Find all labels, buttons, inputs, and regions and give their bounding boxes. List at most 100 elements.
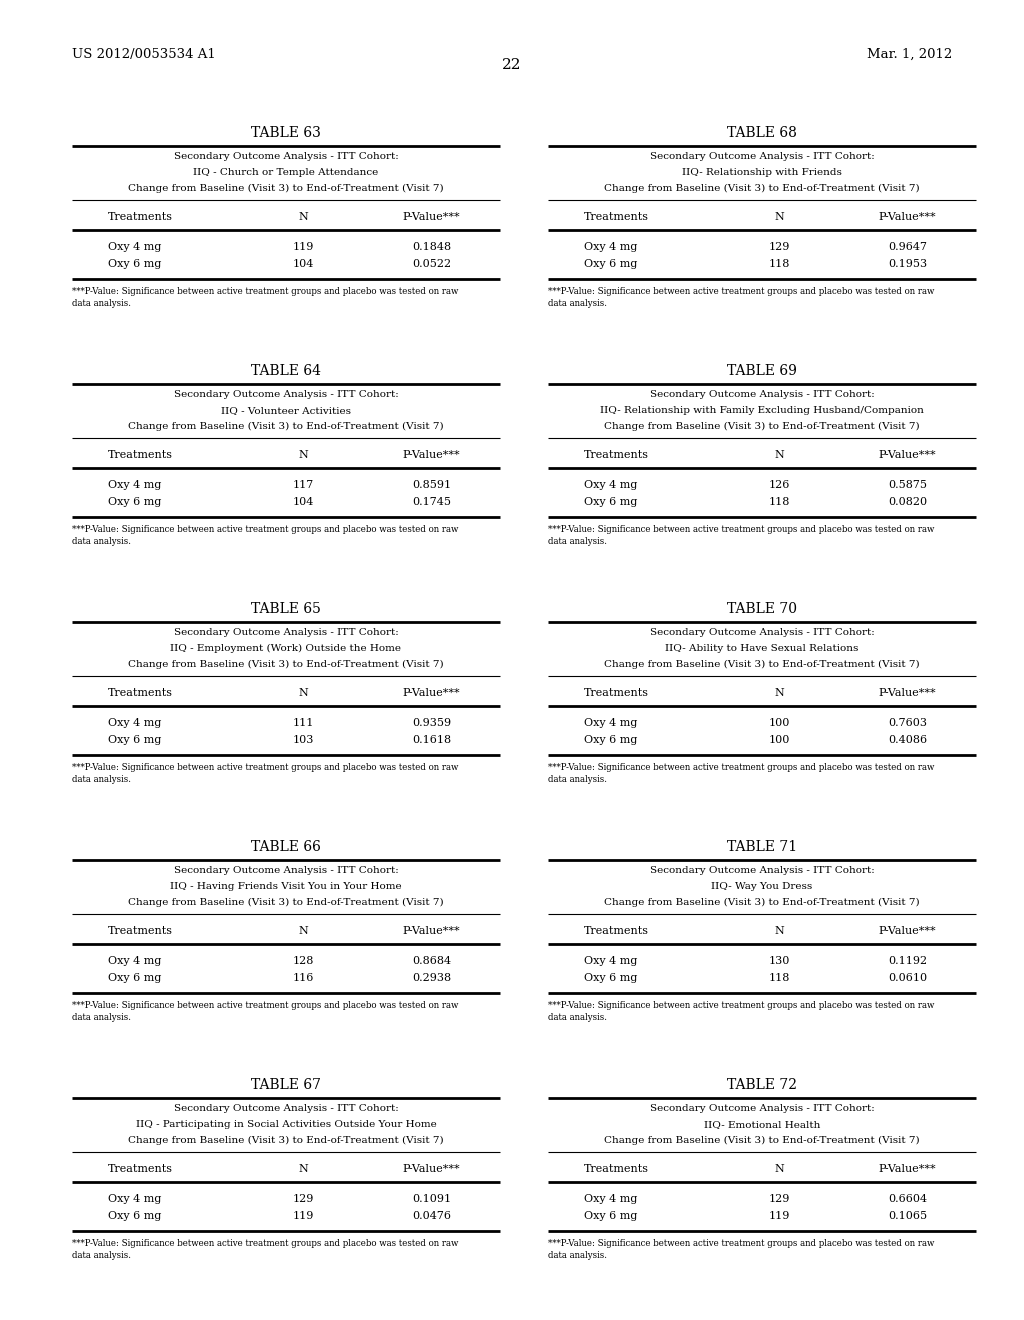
Text: 118: 118 — [768, 259, 790, 269]
Text: 129: 129 — [768, 242, 790, 252]
Text: 0.9359: 0.9359 — [412, 718, 452, 729]
Text: Oxy 4 mg: Oxy 4 mg — [584, 956, 637, 966]
Text: 0.1192: 0.1192 — [888, 956, 927, 966]
Text: data analysis.: data analysis. — [72, 537, 131, 546]
Text: Oxy 6 mg: Oxy 6 mg — [584, 735, 637, 744]
Text: 119: 119 — [768, 1210, 790, 1221]
Text: 104: 104 — [293, 498, 313, 507]
Text: TABLE 71: TABLE 71 — [727, 840, 797, 854]
Text: 103: 103 — [293, 735, 313, 744]
Text: N: N — [298, 927, 308, 936]
Text: 0.1848: 0.1848 — [412, 242, 452, 252]
Text: IIQ - Having Friends Visit You in Your Home: IIQ - Having Friends Visit You in Your H… — [170, 882, 401, 891]
Text: Oxy 6 mg: Oxy 6 mg — [108, 735, 162, 744]
Text: TABLE 69: TABLE 69 — [727, 364, 797, 378]
Text: 0.8684: 0.8684 — [412, 956, 452, 966]
Text: Change from Baseline (Visit 3) to End-of-Treatment (Visit 7): Change from Baseline (Visit 3) to End-of… — [604, 1137, 920, 1146]
Text: P-Value***: P-Value*** — [879, 1164, 936, 1173]
Text: 100: 100 — [768, 718, 790, 729]
Text: Oxy 4 mg: Oxy 4 mg — [584, 718, 637, 729]
Text: data analysis.: data analysis. — [72, 775, 131, 784]
Text: Oxy 6 mg: Oxy 6 mg — [584, 259, 637, 269]
Text: IIQ- Ability to Have Sexual Relations: IIQ- Ability to Have Sexual Relations — [666, 644, 859, 653]
Text: Change from Baseline (Visit 3) to End-of-Treatment (Visit 7): Change from Baseline (Visit 3) to End-of… — [128, 422, 443, 432]
Text: Treatments: Treatments — [108, 450, 173, 459]
Text: 0.0476: 0.0476 — [412, 1210, 451, 1221]
Text: P-Value***: P-Value*** — [402, 688, 461, 698]
Text: TABLE 63: TABLE 63 — [251, 125, 321, 140]
Text: 0.1091: 0.1091 — [412, 1195, 452, 1204]
Text: 0.2938: 0.2938 — [412, 973, 452, 983]
Text: 0.6604: 0.6604 — [888, 1195, 927, 1204]
Text: ***P-Value: Significance between active treatment groups and placebo was tested : ***P-Value: Significance between active … — [72, 763, 459, 772]
Text: P-Value***: P-Value*** — [879, 927, 936, 936]
Text: Oxy 4 mg: Oxy 4 mg — [108, 1195, 162, 1204]
Text: Oxy 6 mg: Oxy 6 mg — [584, 1210, 637, 1221]
Text: 129: 129 — [768, 1195, 790, 1204]
Text: 0.5875: 0.5875 — [888, 480, 927, 490]
Text: Secondary Outcome Analysis - ITT Cohort:: Secondary Outcome Analysis - ITT Cohort: — [649, 389, 874, 399]
Text: ***P-Value: Significance between active treatment groups and placebo was tested : ***P-Value: Significance between active … — [548, 1239, 934, 1247]
Text: ***P-Value: Significance between active treatment groups and placebo was tested : ***P-Value: Significance between active … — [548, 525, 934, 535]
Text: TABLE 68: TABLE 68 — [727, 125, 797, 140]
Text: ***P-Value: Significance between active treatment groups and placebo was tested : ***P-Value: Significance between active … — [72, 525, 459, 535]
Text: Change from Baseline (Visit 3) to End-of-Treatment (Visit 7): Change from Baseline (Visit 3) to End-of… — [604, 660, 920, 669]
Text: Treatments: Treatments — [584, 1164, 649, 1173]
Text: TABLE 65: TABLE 65 — [251, 602, 321, 616]
Text: TABLE 64: TABLE 64 — [251, 364, 321, 378]
Text: Oxy 6 mg: Oxy 6 mg — [584, 973, 637, 983]
Text: Treatments: Treatments — [584, 213, 649, 222]
Text: 0.0820: 0.0820 — [888, 498, 927, 507]
Text: P-Value***: P-Value*** — [879, 213, 936, 222]
Text: 0.1745: 0.1745 — [412, 498, 451, 507]
Text: 0.1065: 0.1065 — [888, 1210, 927, 1221]
Text: 130: 130 — [768, 956, 790, 966]
Text: 119: 119 — [293, 1210, 313, 1221]
Text: 118: 118 — [768, 498, 790, 507]
Text: IIQ- Relationship with Family Excluding Husband/Companion: IIQ- Relationship with Family Excluding … — [600, 407, 924, 414]
Text: 0.0522: 0.0522 — [412, 259, 452, 269]
Text: Change from Baseline (Visit 3) to End-of-Treatment (Visit 7): Change from Baseline (Visit 3) to End-of… — [128, 183, 443, 193]
Text: TABLE 72: TABLE 72 — [727, 1078, 797, 1092]
Text: Treatments: Treatments — [108, 927, 173, 936]
Text: ***P-Value: Significance between active treatment groups and placebo was tested : ***P-Value: Significance between active … — [72, 286, 459, 296]
Text: Oxy 6 mg: Oxy 6 mg — [108, 259, 162, 269]
Text: IIQ- Emotional Health: IIQ- Emotional Health — [703, 1119, 820, 1129]
Text: P-Value***: P-Value*** — [402, 450, 461, 459]
Text: N: N — [774, 688, 784, 698]
Text: TABLE 70: TABLE 70 — [727, 602, 797, 616]
Text: P-Value***: P-Value*** — [402, 213, 461, 222]
Text: Oxy 4 mg: Oxy 4 mg — [108, 956, 162, 966]
Text: Treatments: Treatments — [108, 688, 173, 698]
Text: data analysis.: data analysis. — [72, 1012, 131, 1022]
Text: Change from Baseline (Visit 3) to End-of-Treatment (Visit 7): Change from Baseline (Visit 3) to End-of… — [604, 898, 920, 907]
Text: data analysis.: data analysis. — [548, 1012, 607, 1022]
Text: 0.8591: 0.8591 — [412, 480, 452, 490]
Text: Secondary Outcome Analysis - ITT Cohort:: Secondary Outcome Analysis - ITT Cohort: — [174, 628, 398, 638]
Text: Treatments: Treatments — [108, 1164, 173, 1173]
Text: 126: 126 — [768, 480, 790, 490]
Text: Treatments: Treatments — [584, 688, 649, 698]
Text: Change from Baseline (Visit 3) to End-of-Treatment (Visit 7): Change from Baseline (Visit 3) to End-of… — [128, 1137, 443, 1146]
Text: IIQ- Way You Dress: IIQ- Way You Dress — [712, 882, 813, 891]
Text: N: N — [774, 450, 784, 459]
Text: IIQ- Relationship with Friends: IIQ- Relationship with Friends — [682, 168, 842, 177]
Text: N: N — [774, 927, 784, 936]
Text: 118: 118 — [768, 973, 790, 983]
Text: N: N — [774, 213, 784, 222]
Text: P-Value***: P-Value*** — [879, 688, 936, 698]
Text: data analysis.: data analysis. — [72, 300, 131, 308]
Text: Secondary Outcome Analysis - ITT Cohort:: Secondary Outcome Analysis - ITT Cohort: — [649, 152, 874, 161]
Text: ***P-Value: Significance between active treatment groups and placebo was tested : ***P-Value: Significance between active … — [72, 1239, 459, 1247]
Text: IIQ - Church or Temple Attendance: IIQ - Church or Temple Attendance — [194, 168, 379, 177]
Text: ***P-Value: Significance between active treatment groups and placebo was tested : ***P-Value: Significance between active … — [548, 286, 934, 296]
Text: 129: 129 — [293, 1195, 313, 1204]
Text: ***P-Value: Significance between active treatment groups and placebo was tested : ***P-Value: Significance between active … — [548, 1001, 934, 1010]
Text: Mar. 1, 2012: Mar. 1, 2012 — [866, 48, 952, 61]
Text: IIQ - Participating in Social Activities Outside Your Home: IIQ - Participating in Social Activities… — [135, 1119, 436, 1129]
Text: 0.9647: 0.9647 — [888, 242, 927, 252]
Text: data analysis.: data analysis. — [548, 1251, 607, 1261]
Text: TABLE 67: TABLE 67 — [251, 1078, 321, 1092]
Text: Secondary Outcome Analysis - ITT Cohort:: Secondary Outcome Analysis - ITT Cohort: — [174, 866, 398, 875]
Text: Change from Baseline (Visit 3) to End-of-Treatment (Visit 7): Change from Baseline (Visit 3) to End-of… — [128, 898, 443, 907]
